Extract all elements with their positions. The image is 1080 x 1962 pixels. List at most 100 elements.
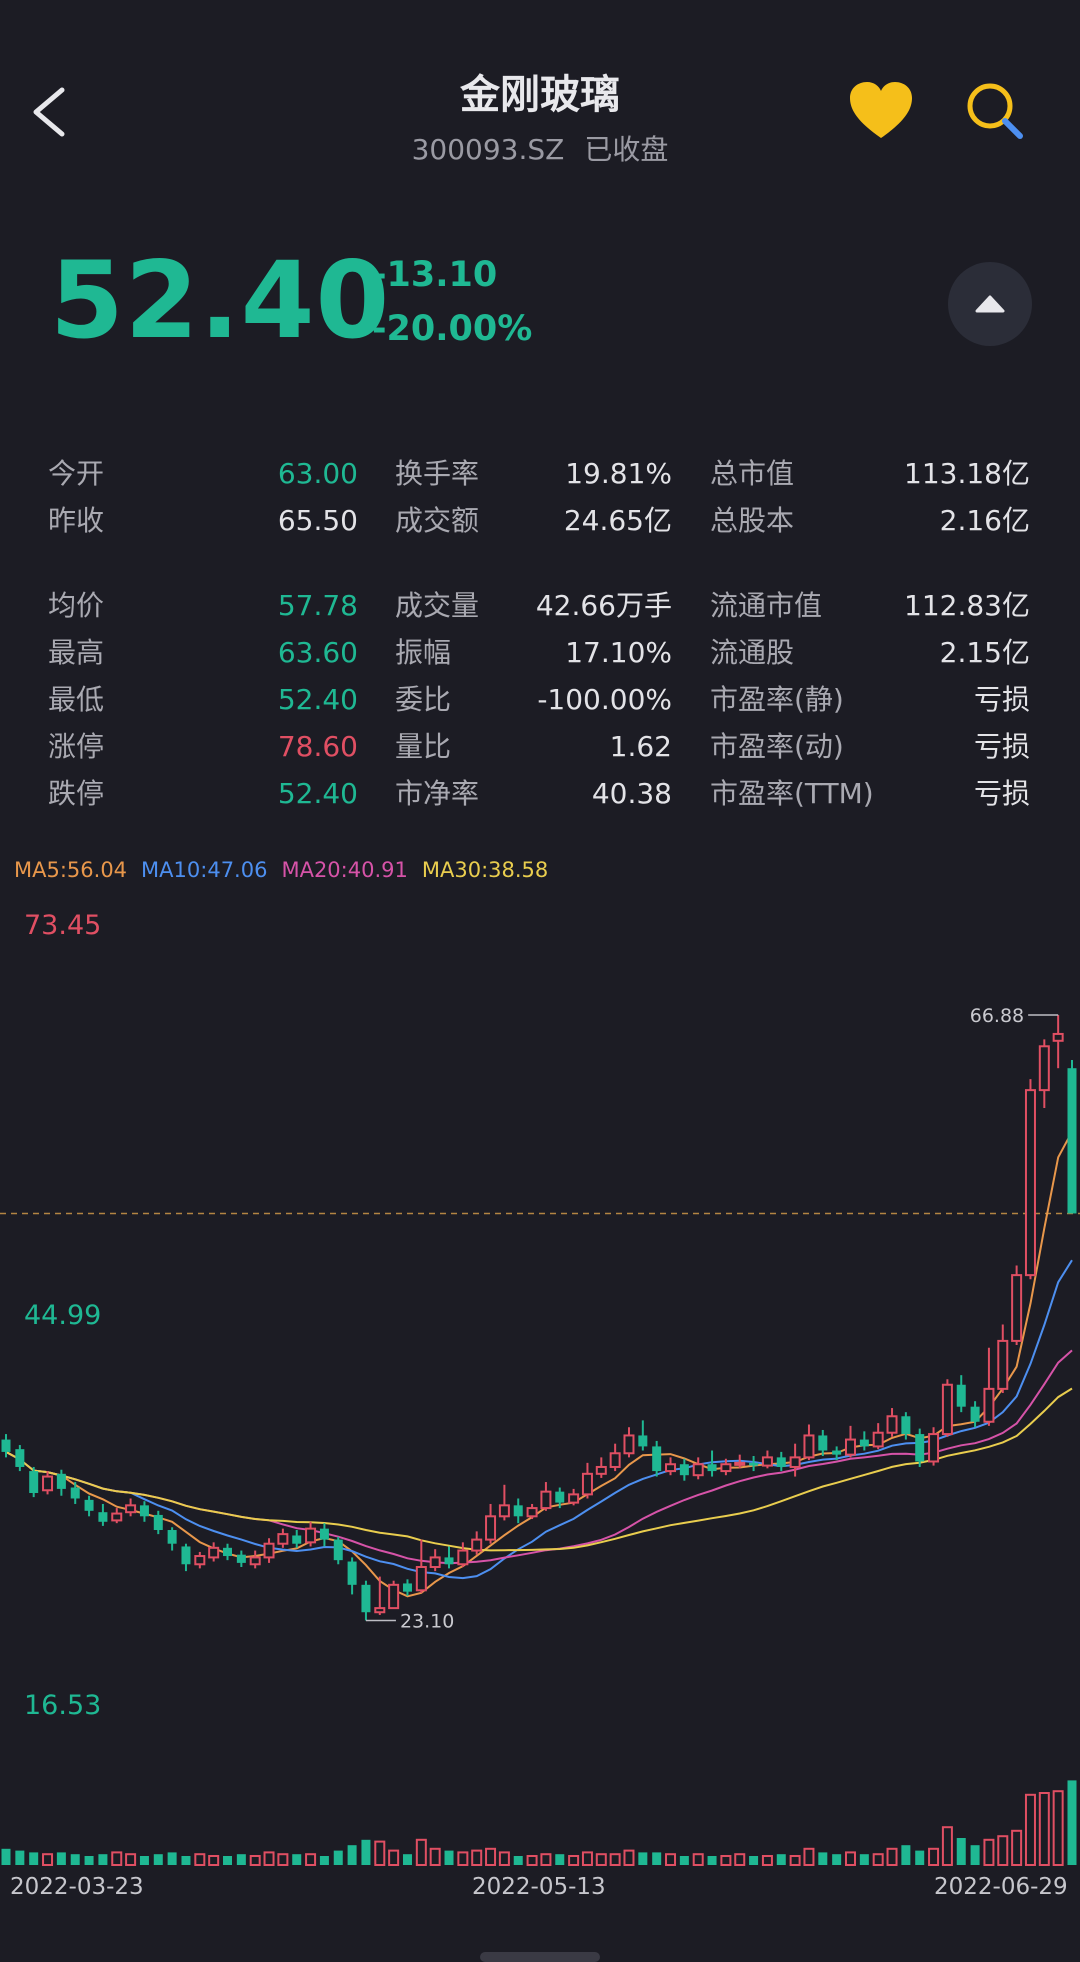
collapse-button[interactable] <box>948 262 1032 346</box>
stat-label: 市盈率(动) <box>710 730 844 763</box>
back-chevron-left-icon[interactable] <box>22 82 82 142</box>
candle-body <box>915 1434 925 1462</box>
volume-bar <box>98 1854 108 1865</box>
stat-label: 市盈率(静) <box>710 683 844 716</box>
stat-label: 总股本 <box>710 504 795 537</box>
stat-value: 1.62 <box>609 730 672 763</box>
ma-legend: MA5:56.04 MA10:47.06 MA20:40.91 MA30:38.58 <box>14 858 562 882</box>
volume-bar <box>29 1852 39 1865</box>
volume-bar <box>485 1847 497 1866</box>
volume-bar <box>789 1855 801 1866</box>
volume-bar <box>886 1847 898 1866</box>
stat-label: 跌停 <box>48 777 105 810</box>
candle-body <box>941 1383 953 1436</box>
volume-bar <box>361 1839 371 1865</box>
volume-bar <box>707 1856 717 1865</box>
candle-body <box>125 1504 137 1514</box>
stat-label: 最低 <box>48 683 105 716</box>
candle-body <box>859 1439 869 1447</box>
ma-legend-item: MA30:38.58 <box>421 858 549 882</box>
candle-body <box>498 1504 510 1518</box>
stat-label: 今开 <box>48 457 105 490</box>
candle-body <box>928 1433 940 1463</box>
volume-bar <box>305 1853 317 1867</box>
stat-value: 52.40 <box>277 777 358 810</box>
caret-up-icon <box>975 295 1005 313</box>
ma-legend-item: MA5:56.04 <box>14 858 128 882</box>
page-title: 金刚玻璃 <box>460 72 620 118</box>
volume-bar <box>901 1845 911 1865</box>
candle-body <box>886 1415 898 1434</box>
stock-subtitle: 300093.SZ 已收盘 <box>0 128 1080 168</box>
candle-body <box>56 1473 66 1489</box>
x-axis-label-mid: 2022-05-13 <box>472 1874 606 1900</box>
stat-value: 112.83亿 <box>904 589 1030 622</box>
volume-bar <box>941 1826 953 1867</box>
ma-line-20 <box>5 1349 1073 1565</box>
candle-body <box>15 1449 25 1467</box>
candle-body <box>789 1456 801 1468</box>
candle-body <box>707 1464 717 1472</box>
candle-body <box>555 1491 565 1503</box>
candle-body <box>638 1435 648 1447</box>
volume-bar <box>859 1854 869 1865</box>
stat-label: 换手率 <box>395 457 480 490</box>
volume-bar <box>457 1851 469 1867</box>
volume-bar <box>749 1856 759 1865</box>
candle-body <box>292 1535 302 1544</box>
volume-bar <box>595 1853 607 1867</box>
x-axis-label-start: 2022-03-23 <box>10 1874 144 1900</box>
stock-code: 300093.SZ <box>411 133 565 166</box>
volume-bar <box>498 1851 510 1867</box>
stat-value: 113.18亿 <box>904 457 1030 490</box>
volume-bar <box>526 1855 538 1866</box>
volume-bar <box>997 1835 1009 1867</box>
candle-body <box>374 1607 386 1614</box>
volume-bar <box>1067 1780 1077 1865</box>
stat-label: 总市值 <box>710 457 795 490</box>
candlestick-chart[interactable]: 66.88 23.10 <box>0 905 1080 1905</box>
volume-bar <box>277 1853 289 1867</box>
stat-value: 63.60 <box>277 636 358 669</box>
volume-bar <box>872 1853 884 1867</box>
candle-body <box>540 1490 552 1510</box>
candle-body <box>623 1434 635 1455</box>
ma-line-10 <box>5 1259 1073 1580</box>
low-marker-label: 23.10 <box>400 1610 454 1632</box>
candle-body <box>818 1435 828 1451</box>
candle-body <box>956 1384 966 1407</box>
stat-value: 24.65亿 <box>563 504 672 537</box>
candle-body <box>983 1387 995 1423</box>
price-change-percent: -20.00% <box>372 309 533 349</box>
stat-label: 均价 <box>48 589 105 622</box>
volume-bar <box>555 1854 565 1865</box>
candle-body <box>98 1512 108 1522</box>
volume-bar <box>609 1853 621 1867</box>
volume-bar <box>139 1856 149 1865</box>
stat-label: 昨收 <box>48 504 105 537</box>
candle-body <box>568 1493 580 1504</box>
candle-body <box>720 1463 732 1473</box>
candle-body <box>1011 1274 1023 1342</box>
volume-bar <box>956 1838 966 1865</box>
stat-value: 42.66万手 <box>535 589 672 622</box>
candle-body <box>970 1406 980 1422</box>
volume-bar <box>70 1854 80 1865</box>
candle-body <box>236 1554 246 1563</box>
volume-bar <box>915 1850 925 1865</box>
search-icon[interactable] <box>964 80 1026 142</box>
candle-body <box>595 1465 607 1475</box>
stat-value: 2.15亿 <box>939 636 1030 669</box>
candle-body <box>42 1475 54 1492</box>
current-price: 52.40 <box>50 239 391 362</box>
stat-label: 市盈率(TTM) <box>710 777 874 810</box>
favorite-heart-icon[interactable] <box>848 80 914 142</box>
candle-body <box>1067 1068 1077 1214</box>
stat-value: 52.40 <box>277 683 358 716</box>
candle-body <box>347 1561 357 1585</box>
candle-body <box>844 1438 856 1456</box>
candle-body <box>402 1583 412 1592</box>
stat-label: 成交量 <box>395 589 480 622</box>
candle-body <box>208 1546 220 1559</box>
candle-body <box>415 1566 427 1592</box>
